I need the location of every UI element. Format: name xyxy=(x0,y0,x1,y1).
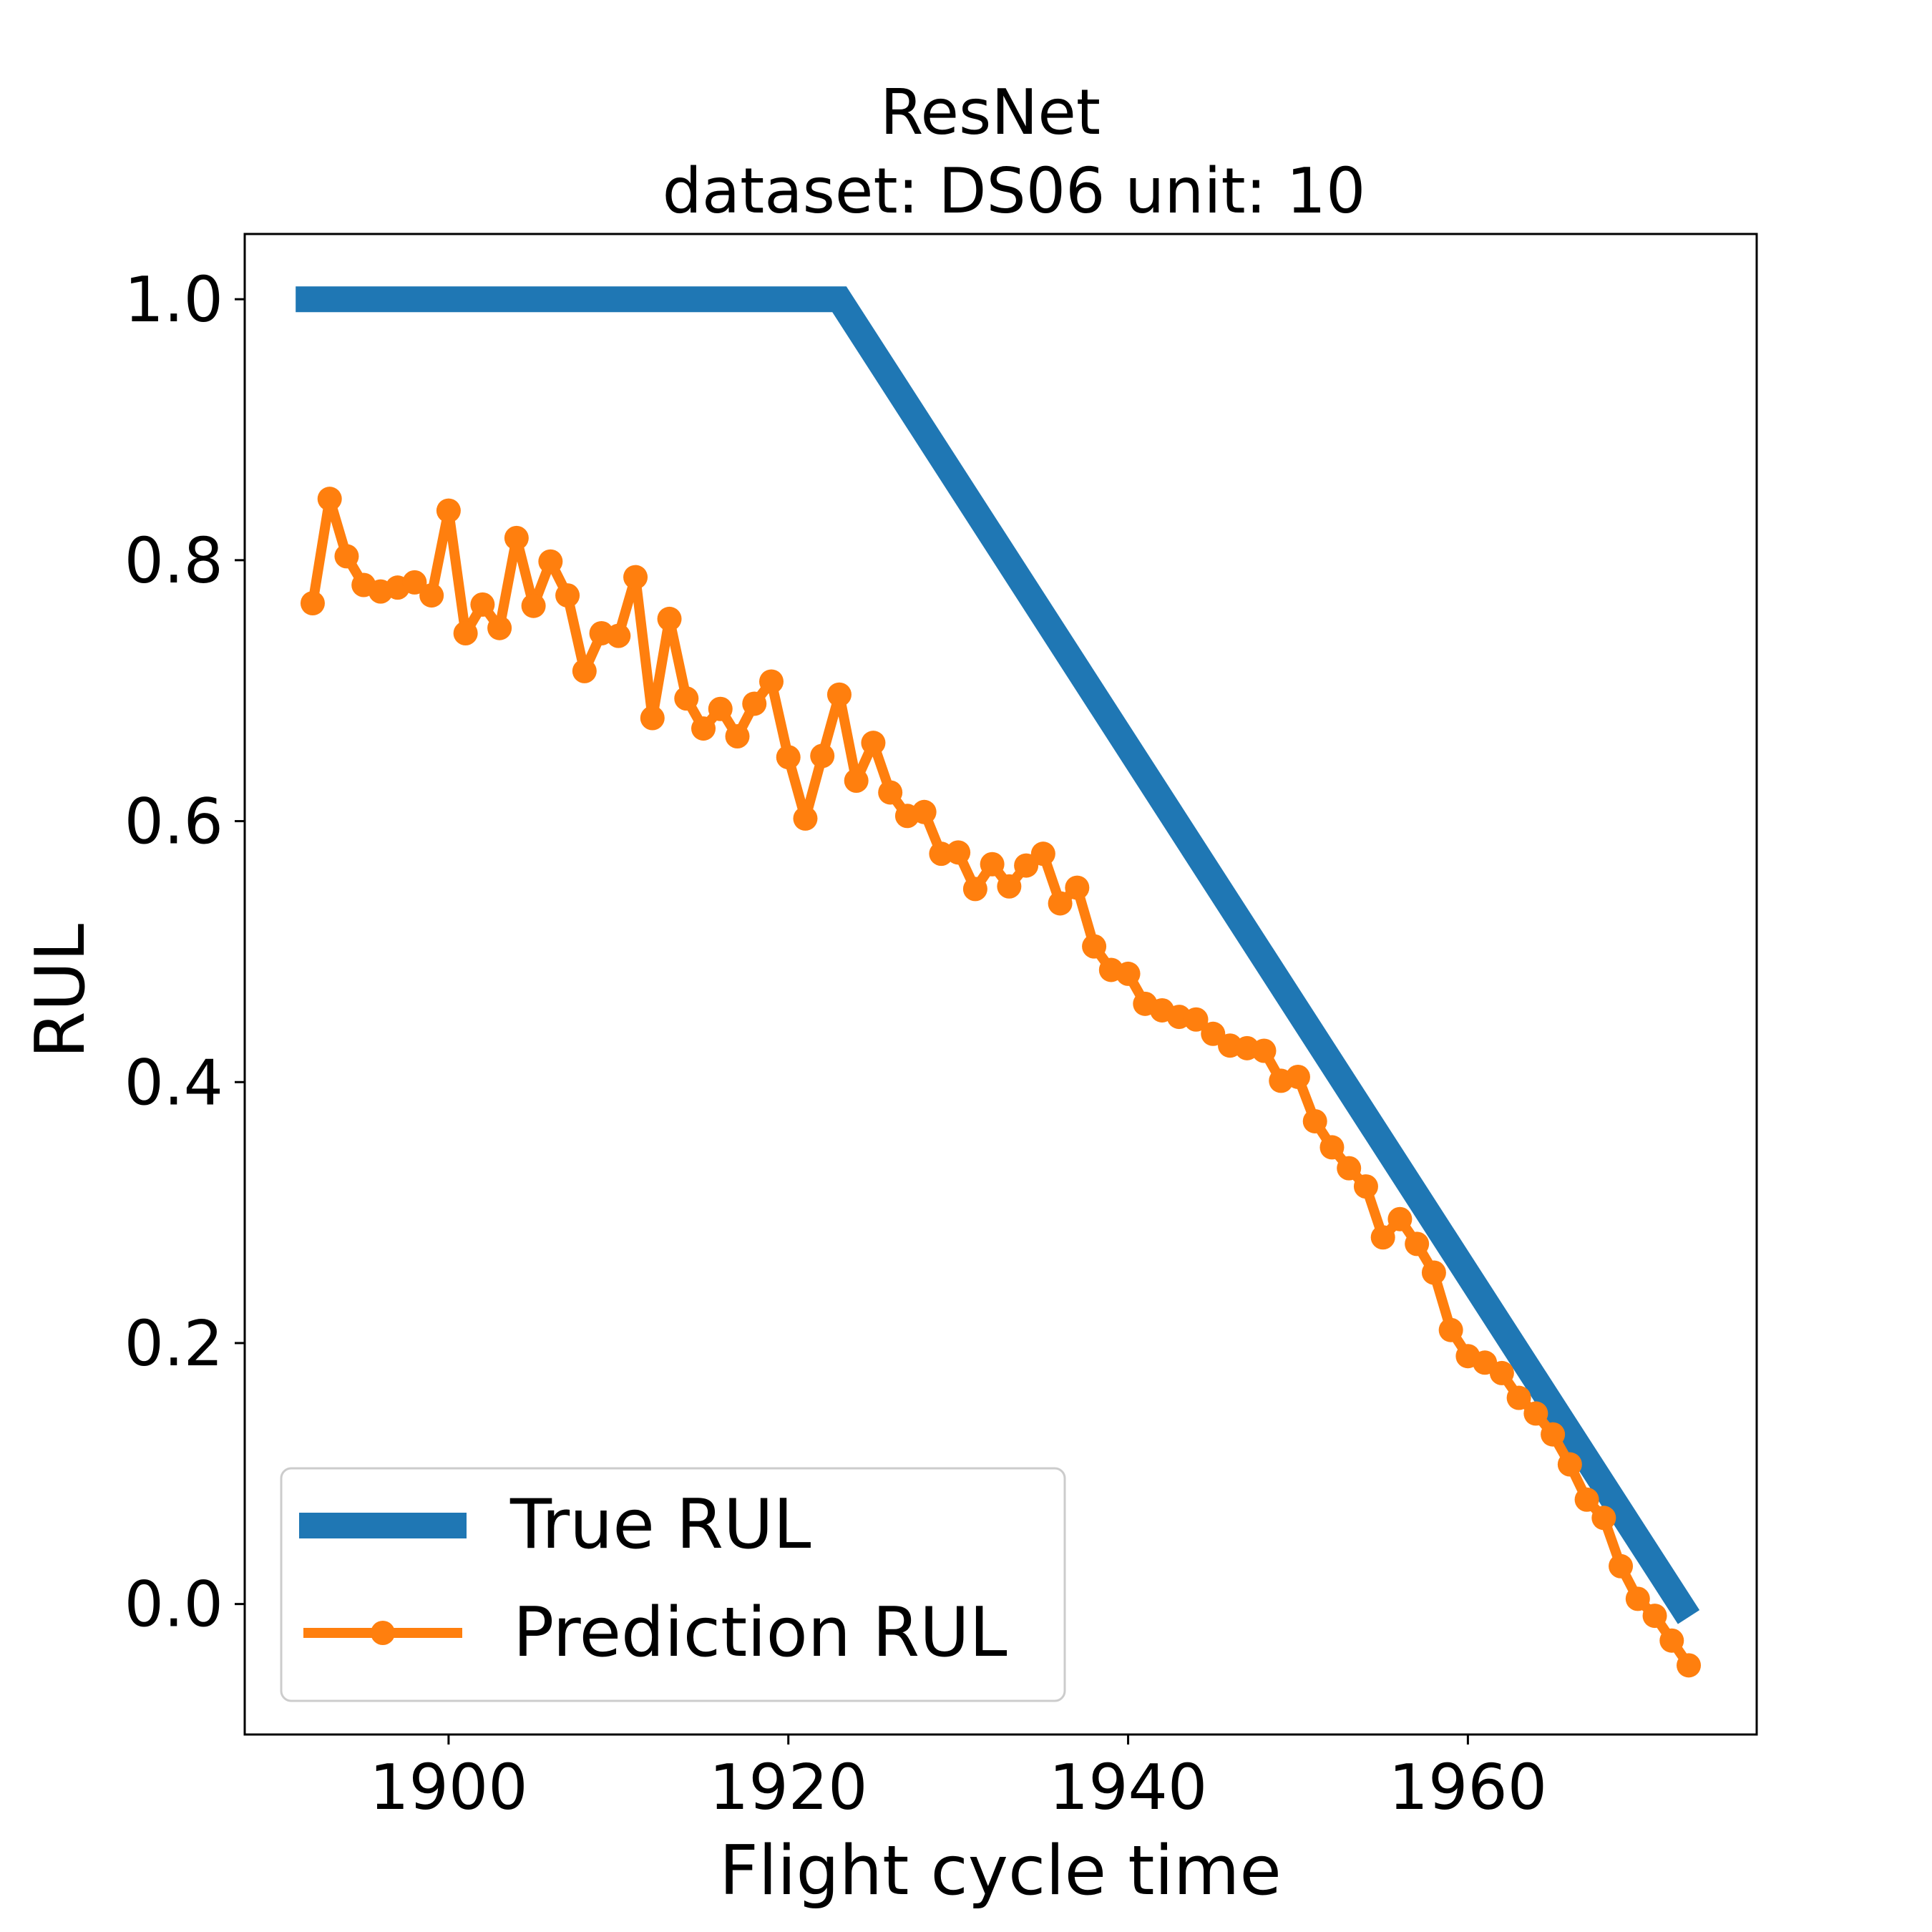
data-point-prediction-rul xyxy=(1609,1553,1634,1579)
x-tick-label: 1920 xyxy=(709,1751,867,1824)
data-point-prediction-rul xyxy=(725,724,750,749)
data-point-prediction-rul xyxy=(1541,1422,1566,1447)
data-point-prediction-rul xyxy=(334,544,359,569)
data-point-prediction-rul xyxy=(1353,1174,1378,1199)
data-point-prediction-rul xyxy=(1659,1628,1684,1653)
x-axis-title: Flight cycle time xyxy=(719,1832,1282,1911)
series-line-true-rul xyxy=(296,286,1700,1624)
y-axis-title: RUL xyxy=(21,924,100,1059)
data-point-prediction-rul xyxy=(1370,1225,1395,1250)
legend: True RUL Prediction RUL xyxy=(280,1467,1066,1702)
data-point-prediction-rul xyxy=(1506,1385,1531,1410)
data-point-prediction-rul xyxy=(793,806,818,831)
data-point-prediction-rul xyxy=(946,840,971,865)
data-point-prediction-rul xyxy=(538,549,563,574)
data-point-prediction-rul xyxy=(317,487,342,512)
data-point-prediction-rul xyxy=(436,498,461,523)
series-line-prediction-rul xyxy=(308,494,1694,1671)
data-point-prediction-rul xyxy=(487,615,512,640)
data-point-prediction-rul xyxy=(708,696,733,721)
data-point-prediction-rul xyxy=(1405,1231,1430,1257)
data-point-prediction-rul xyxy=(962,877,987,902)
data-point-prediction-rul xyxy=(555,583,580,608)
data-point-prediction-rul xyxy=(453,620,478,645)
data-point-prediction-rul xyxy=(980,852,1005,877)
data-point-prediction-rul xyxy=(674,686,699,711)
data-point-prediction-rul xyxy=(1677,1653,1702,1678)
data-point-prediction-rul xyxy=(419,583,444,608)
data-point-prediction-rul xyxy=(1387,1206,1413,1231)
data-point-prediction-rul xyxy=(1184,1007,1209,1032)
x-tick-label: 1960 xyxy=(1389,1751,1547,1824)
y-axis-ticks: 0.0 0.2 0.4 0.6 0.8 1.0 xyxy=(125,263,245,1641)
data-point-prediction-rul xyxy=(844,769,869,794)
data-point-prediction-rul xyxy=(1421,1260,1446,1285)
legend-frame xyxy=(280,1467,1066,1702)
data-point-prediction-rul xyxy=(657,606,682,631)
y-tick-label: 0.8 xyxy=(125,525,223,597)
data-point-prediction-rul xyxy=(912,799,937,824)
y-tick-label: 0.2 xyxy=(125,1307,223,1380)
y-tick-label: 0.4 xyxy=(125,1046,223,1119)
data-point-prediction-rul xyxy=(1065,875,1090,900)
data-point-prediction-rul xyxy=(691,716,716,741)
data-point-prediction-rul xyxy=(758,669,784,694)
data-point-prediction-rul xyxy=(861,731,886,756)
data-point-prediction-rul xyxy=(1319,1135,1345,1160)
data-point-prediction-rul xyxy=(1116,961,1141,986)
data-point-prediction-rul xyxy=(1337,1156,1362,1181)
data-point-prediction-rul xyxy=(1201,1021,1226,1046)
data-point-prediction-rul xyxy=(1082,934,1107,959)
data-point-prediction-rul xyxy=(878,780,903,805)
x-tick-label: 1900 xyxy=(369,1751,527,1824)
data-point-prediction-rul xyxy=(1285,1064,1310,1089)
data-point-prediction-rul xyxy=(623,565,648,590)
data-point-prediction-rul xyxy=(640,706,665,731)
data-point-prediction-rul xyxy=(402,570,427,595)
legend-marker-prediction-rul xyxy=(371,1621,395,1645)
data-point-prediction-rul xyxy=(776,745,801,770)
data-point-prediction-rul xyxy=(572,658,597,683)
plot-frame xyxy=(243,233,1758,1736)
y-tick-label: 1.0 xyxy=(125,263,223,336)
data-point-prediction-rul xyxy=(1625,1586,1650,1611)
data-point-prediction-rul xyxy=(1030,841,1055,867)
data-point-prediction-rul xyxy=(1523,1401,1548,1426)
legend-label-true-rul: True RUL xyxy=(509,1485,811,1564)
chart-subtitle: dataset: DS06 unit: 10 xyxy=(663,155,1366,228)
data-point-prediction-rul xyxy=(1557,1452,1582,1477)
data-point-prediction-rul xyxy=(742,691,767,716)
data-point-prediction-rul xyxy=(826,682,852,707)
data-point-prediction-rul xyxy=(1302,1108,1327,1133)
data-point-prediction-rul xyxy=(504,525,529,550)
data-point-prediction-rul xyxy=(810,743,835,769)
y-tick-label: 0.6 xyxy=(125,786,223,859)
data-point-prediction-rul xyxy=(521,593,546,618)
data-point-prediction-rul xyxy=(1591,1506,1616,1531)
data-point-prediction-rul xyxy=(1014,853,1039,878)
data-point-prediction-rul xyxy=(1438,1317,1463,1342)
data-point-prediction-rul xyxy=(1642,1604,1667,1629)
data-point-prediction-rul xyxy=(1574,1487,1599,1512)
x-tick-label: 1940 xyxy=(1049,1751,1207,1824)
data-point-prediction-rul xyxy=(470,592,495,617)
data-point-prediction-rul xyxy=(606,623,631,648)
plot-series xyxy=(296,286,1702,1678)
chart-title: ResNet xyxy=(880,76,1101,149)
data-point-prediction-rul xyxy=(300,591,325,616)
y-tick-label: 0.0 xyxy=(125,1568,223,1641)
data-point-prediction-rul xyxy=(1252,1038,1277,1063)
data-point-prediction-rul xyxy=(1048,891,1073,916)
data-point-prediction-rul xyxy=(997,874,1022,899)
x-axis-ticks: 1900 1920 1940 1960 xyxy=(369,1735,1547,1824)
data-point-prediction-rul xyxy=(1489,1360,1514,1385)
legend-label-prediction-rul: Prediction RUL xyxy=(513,1594,1008,1672)
